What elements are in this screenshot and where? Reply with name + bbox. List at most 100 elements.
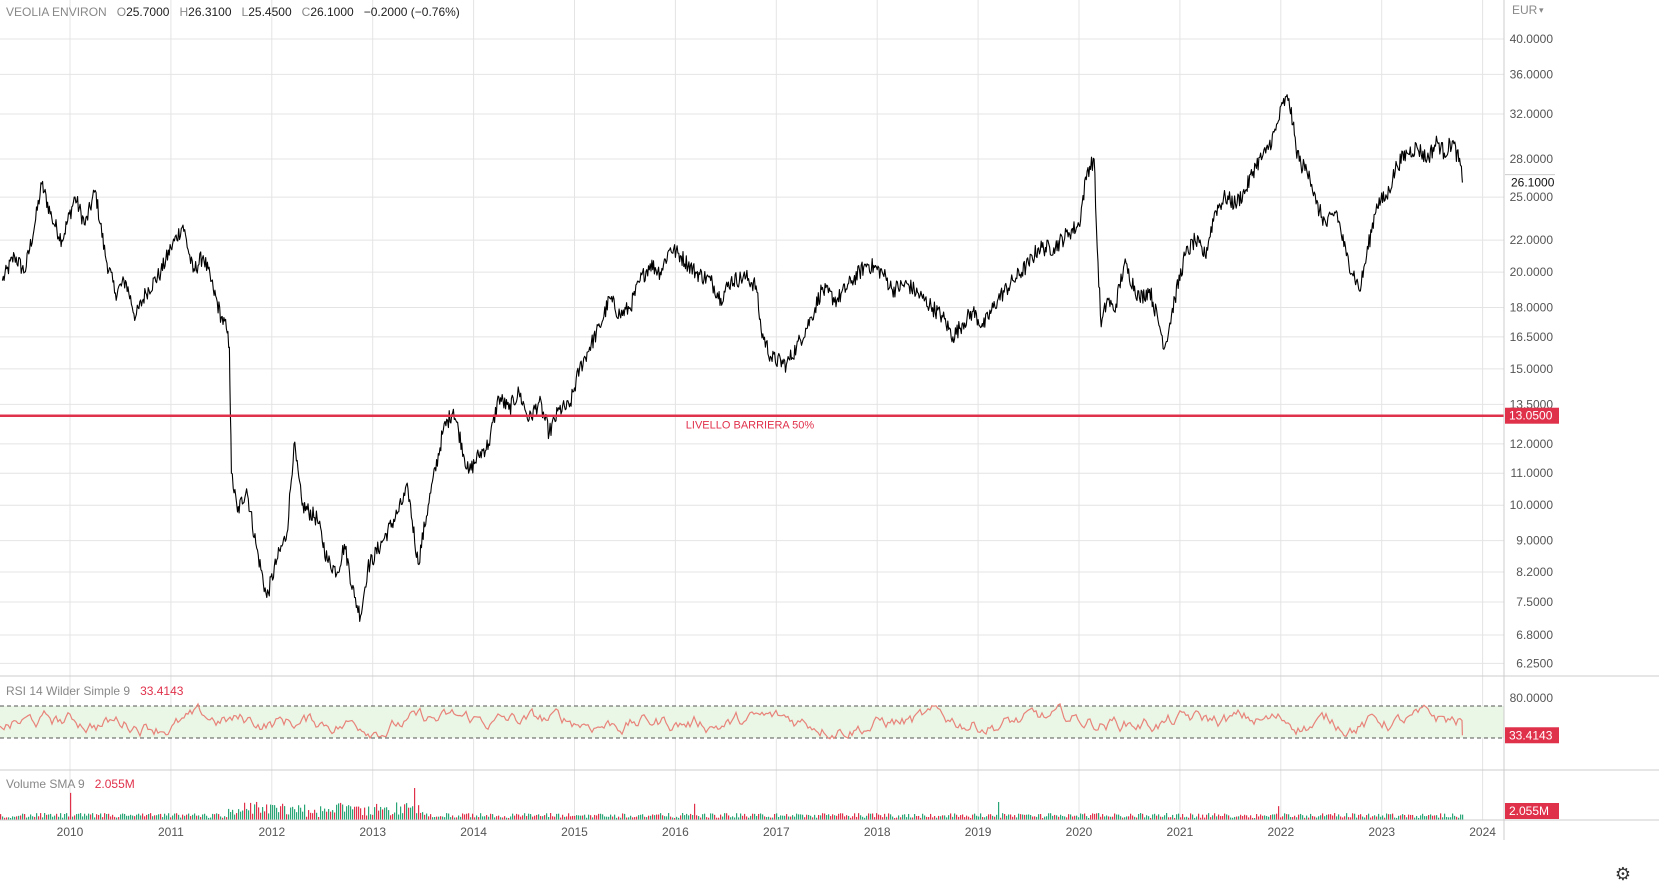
volume-bar xyxy=(1114,813,1116,820)
volume-bar xyxy=(1418,817,1420,820)
volume-bar xyxy=(1406,817,1408,820)
volume-bar xyxy=(1452,813,1454,820)
y-tick-label: 7.5000 xyxy=(1516,595,1553,609)
volume-bar xyxy=(1274,814,1276,820)
volume-bar xyxy=(456,817,458,820)
y-tick-label: 6.8000 xyxy=(1516,628,1553,642)
volume-bar xyxy=(962,814,964,820)
volume-bar xyxy=(128,815,130,820)
volume-bar xyxy=(232,809,234,820)
volume-bar xyxy=(54,815,56,820)
volume-bar xyxy=(712,813,714,820)
volume-bar xyxy=(476,815,478,820)
x-tick-label: 2023 xyxy=(1368,825,1395,839)
volume-bar xyxy=(628,817,630,820)
volume-bar xyxy=(706,817,708,820)
volume-value-tag-text: 2.055M xyxy=(1509,804,1549,818)
volume-bar xyxy=(464,814,466,820)
volume-bar xyxy=(1156,815,1158,820)
volume-bar xyxy=(560,817,562,820)
volume-bar xyxy=(460,816,462,820)
volume-bar xyxy=(308,810,310,820)
volume-bar xyxy=(1250,815,1252,820)
volume-bar xyxy=(1286,814,1288,820)
volume-bar xyxy=(686,813,688,820)
volume-bar xyxy=(1264,815,1266,820)
volume-bar xyxy=(0,814,2,820)
volume-bar xyxy=(632,817,634,820)
volume-bar xyxy=(786,814,788,820)
volume-bar xyxy=(1030,814,1032,820)
volume-bar xyxy=(708,817,710,820)
volume-bar xyxy=(930,813,932,820)
volume-bar xyxy=(1052,815,1054,820)
volume-bar xyxy=(968,816,970,820)
volume-bar xyxy=(1048,813,1050,820)
volume-bar xyxy=(358,806,360,820)
volume-bar xyxy=(188,813,190,820)
volume-bar xyxy=(326,811,328,820)
volume-bar xyxy=(782,815,784,820)
volume-bar xyxy=(1376,816,1378,820)
rsi-value-tag xyxy=(1505,727,1559,744)
currency-label[interactable]: EUR xyxy=(1512,3,1538,17)
volume-bar xyxy=(142,813,144,820)
volume-bar xyxy=(372,814,374,820)
volume-bar xyxy=(808,814,810,820)
volume-bar xyxy=(812,817,814,820)
volume-bar xyxy=(130,814,132,820)
volume-bar xyxy=(726,813,728,820)
volume-bar xyxy=(938,815,940,820)
volume-bar xyxy=(882,817,884,820)
volume-bar xyxy=(436,816,438,820)
volume-bar xyxy=(26,817,28,820)
volume-bar xyxy=(710,813,712,820)
volume-bar xyxy=(902,814,904,820)
volume-bar xyxy=(700,817,702,820)
volume-bar xyxy=(1224,813,1226,820)
volume-bar xyxy=(998,801,1000,820)
volume-bar xyxy=(840,813,842,820)
volume-bar xyxy=(562,814,564,820)
volume-bar xyxy=(258,807,260,820)
volume-bar xyxy=(1192,814,1194,820)
settings-gear-icon[interactable]: ⚙ xyxy=(1614,864,1632,885)
volume-bar xyxy=(1434,815,1436,820)
volume-bar xyxy=(10,817,12,820)
volume-bar xyxy=(698,816,700,820)
volume-bar xyxy=(1330,814,1332,820)
volume-bar xyxy=(414,788,416,820)
volume-bar xyxy=(222,817,224,820)
volume-bar xyxy=(120,814,122,820)
volume-bar xyxy=(422,812,424,820)
volume-bar xyxy=(596,815,598,820)
high-value: 26.3100 xyxy=(188,5,232,19)
volume-plot xyxy=(0,788,1464,820)
volume-bar xyxy=(1100,816,1102,820)
volume-bar xyxy=(1344,816,1346,820)
volume-bar xyxy=(1212,815,1214,820)
volume-bar xyxy=(912,817,914,820)
volume-bar xyxy=(498,815,500,820)
volume-bar xyxy=(1394,817,1396,820)
volume-bar xyxy=(1260,814,1262,820)
volume-bar xyxy=(370,814,372,820)
volume-label[interactable]: Volume SMA 9 xyxy=(6,777,85,791)
volume-bar xyxy=(794,816,796,820)
currency-dropdown-icon[interactable]: ▾ xyxy=(1539,6,1544,16)
volume-bar xyxy=(1284,813,1286,820)
volume-bar xyxy=(1220,816,1222,820)
volume-bar xyxy=(94,817,96,820)
volume-bar xyxy=(256,801,258,820)
symbol-name[interactable]: VEOLIA ENVIRON xyxy=(6,5,107,19)
volume-bar xyxy=(30,814,32,820)
volume-bar xyxy=(1088,817,1090,820)
volume-bar xyxy=(314,809,316,820)
volume-bar xyxy=(1178,813,1180,820)
volume-bar xyxy=(988,814,990,820)
barrier-group: LIVELLO BARRIERA 50% xyxy=(0,414,1504,432)
volume-bar xyxy=(172,815,174,820)
volume-bar xyxy=(1216,816,1218,820)
rsi-label[interactable]: RSI 14 Wilder Simple 9 xyxy=(6,684,131,698)
volume-bar xyxy=(606,816,608,820)
